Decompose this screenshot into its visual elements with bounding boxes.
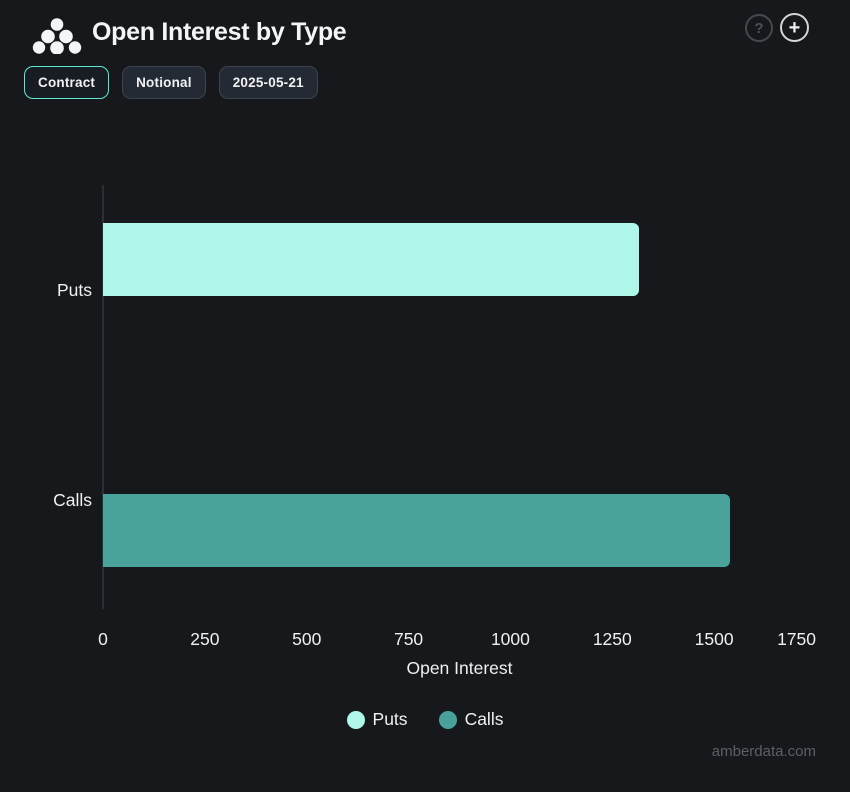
x-axis-tick-1000: 1000 [490, 629, 530, 649]
bar-calls[interactable] [103, 494, 731, 567]
legend-label-puts: Puts [372, 709, 408, 729]
x-axis-tick-250: 250 [190, 629, 220, 649]
watermark: amberdata.com [711, 743, 816, 760]
y-axis-label-puts: Puts [56, 280, 92, 300]
legend-dot-calls [438, 710, 457, 729]
legend-item-puts[interactable]: Puts [346, 709, 408, 730]
legend-dot-puts [346, 710, 365, 729]
toolbar: Contract Notional 2025-05-21 [24, 66, 318, 99]
amberdata-logo-icon [32, 18, 82, 54]
bar-puts[interactable] [103, 223, 639, 296]
help-button[interactable]: ? [745, 14, 773, 42]
x-axis-tick-500: 500 [292, 629, 322, 649]
x-axis-tick-750: 750 [393, 629, 424, 649]
x-axis-tick-1750: 1750 [777, 629, 816, 649]
y-axis-line [102, 185, 104, 609]
toolbar-button-notional[interactable]: Notional [122, 66, 206, 99]
page-title: Open Interest by Type [92, 18, 347, 46]
add-button[interactable]: + [780, 13, 809, 42]
x-axis-title: Open Interest [406, 658, 513, 678]
legend-item-calls[interactable]: Calls [438, 709, 504, 730]
legend-label-calls: Calls [464, 709, 504, 729]
chart-legend: Puts Calls [0, 709, 850, 730]
plus-icon: + [788, 16, 801, 39]
x-axis-tick-1250: 1250 [592, 629, 632, 649]
toolbar-button-contract[interactable]: Contract [24, 66, 110, 99]
y-axis-label-calls: Calls [53, 490, 92, 510]
question-mark-icon: ? [754, 19, 764, 37]
x-axis-tick-0: 0 [98, 629, 108, 649]
x-axis-tick-1500: 1500 [694, 629, 734, 649]
toolbar-button-2025-05-21[interactable]: 2025-05-21 [218, 66, 318, 99]
